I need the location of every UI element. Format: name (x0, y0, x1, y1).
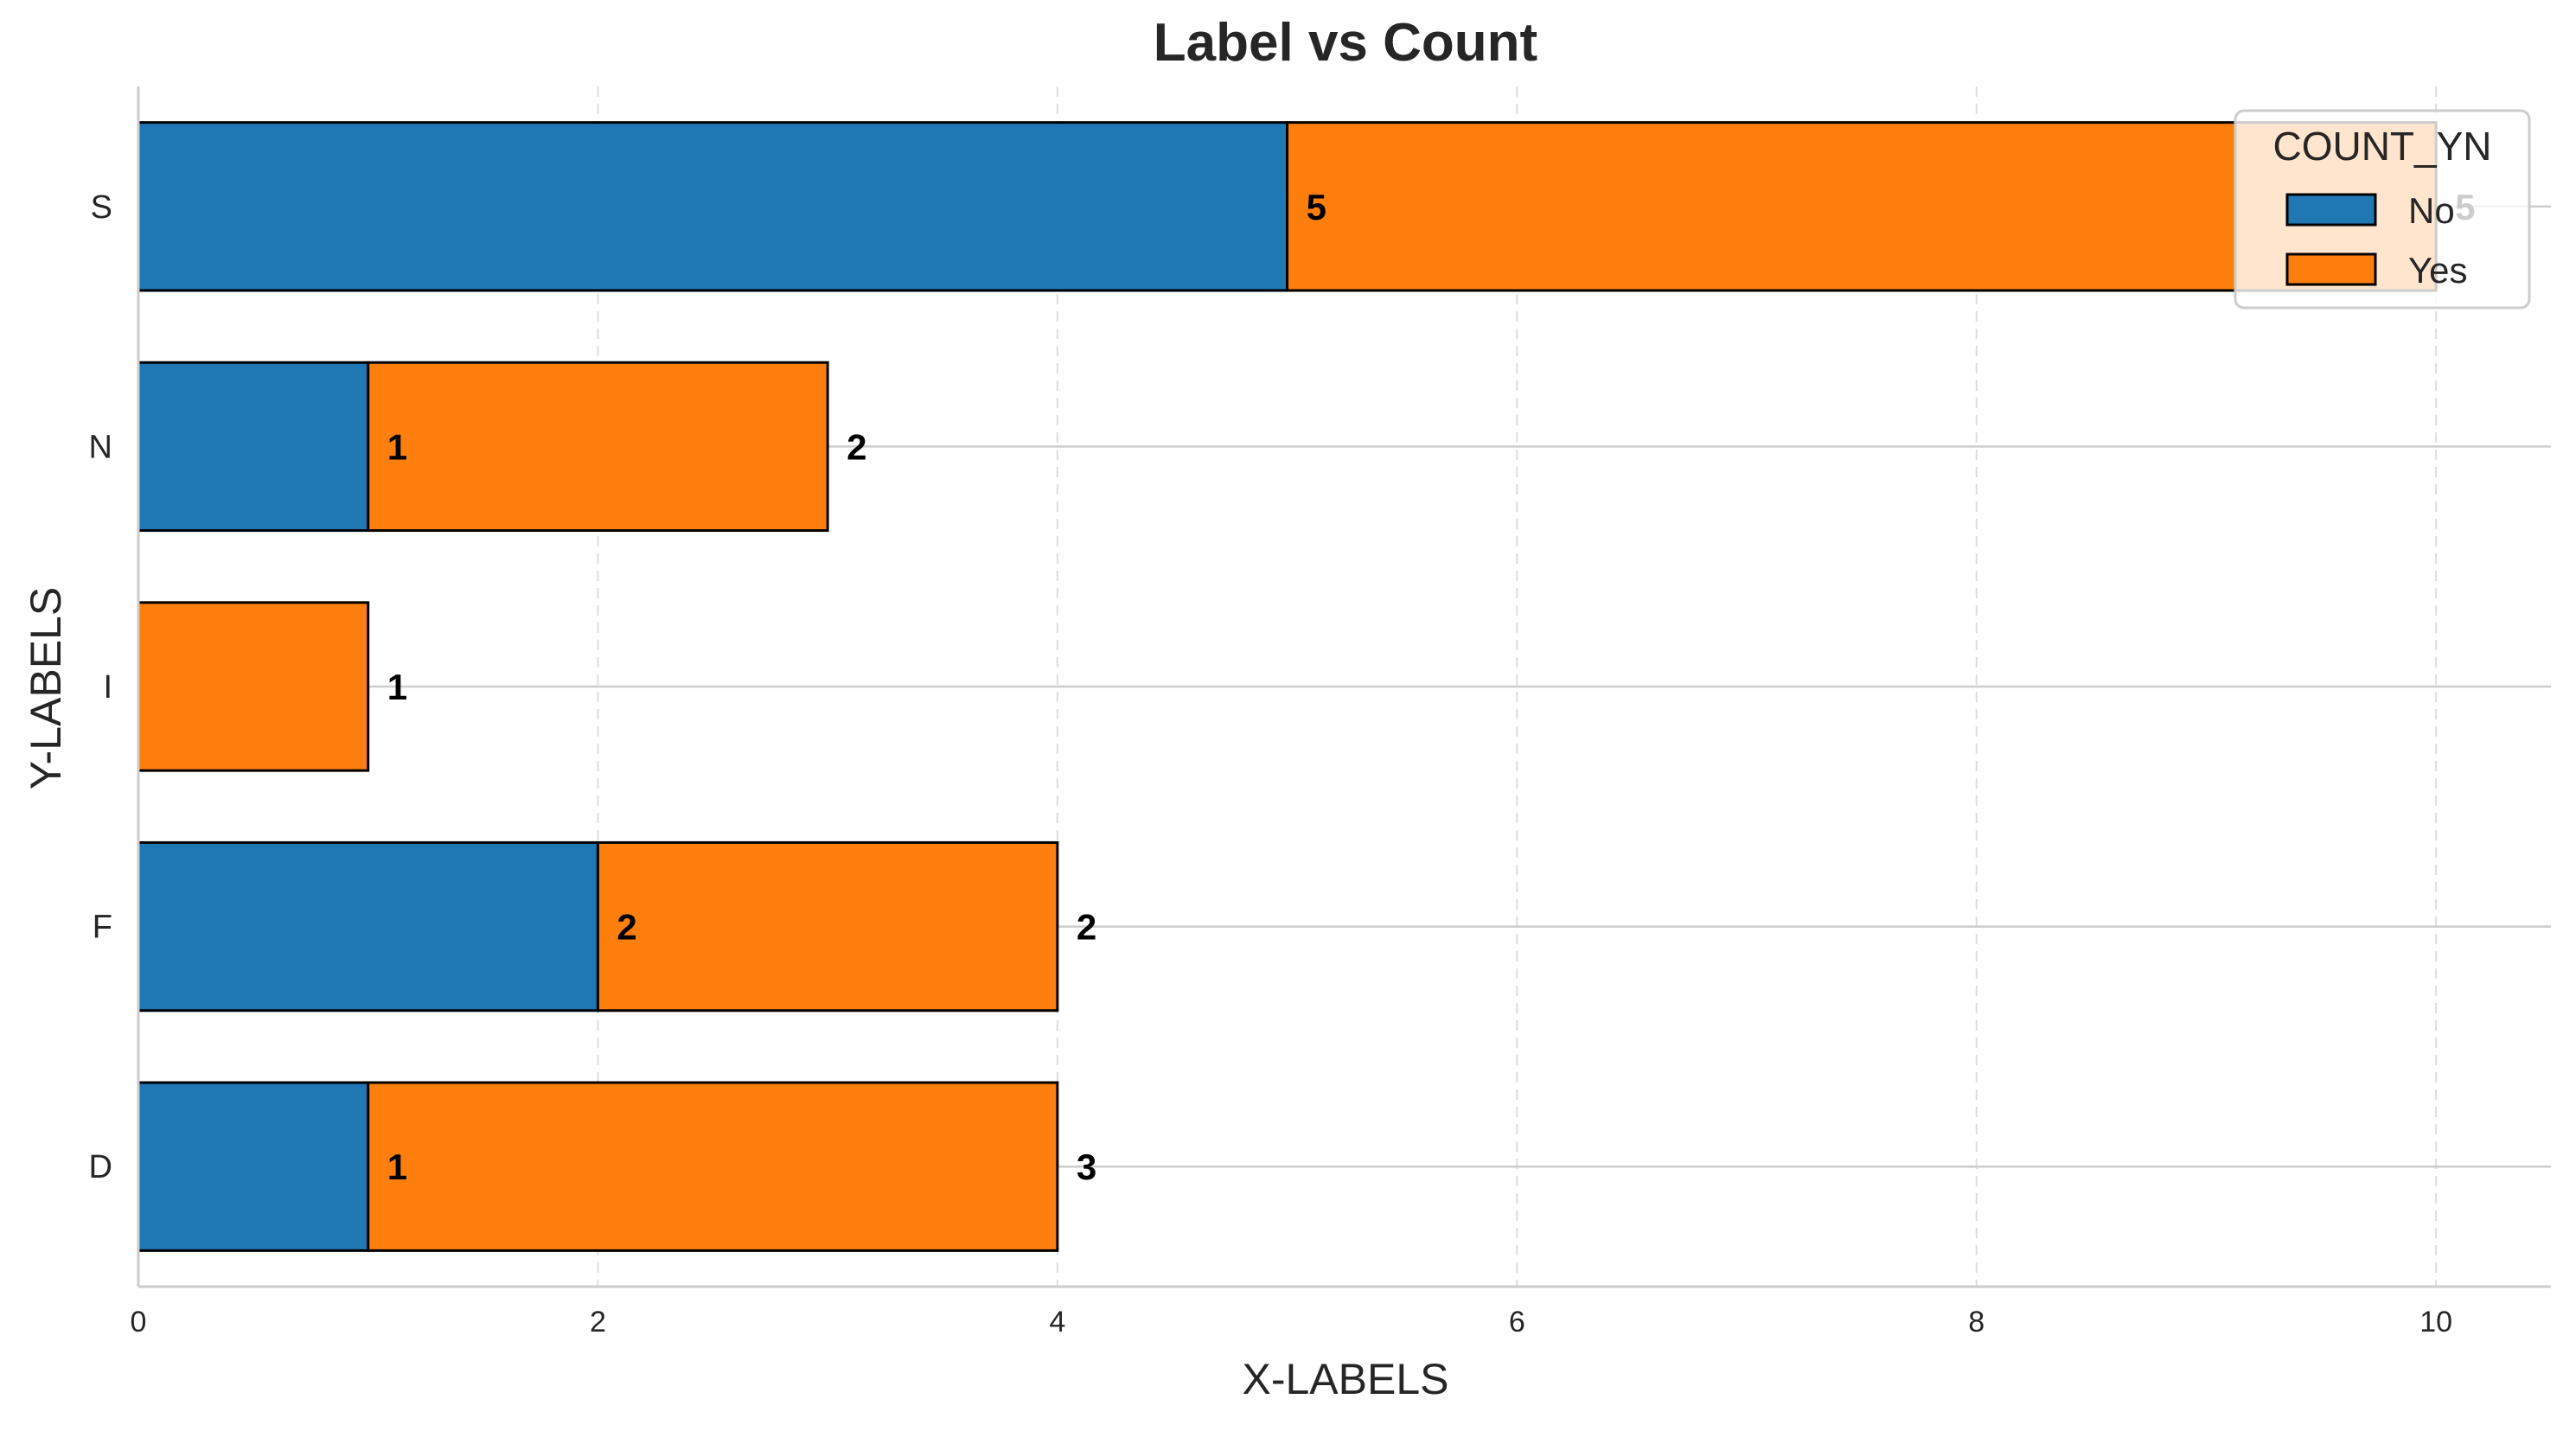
data-label-no: 1 (387, 426, 407, 467)
x-tick-label: 6 (1509, 1306, 1525, 1338)
y-tick-label: F (93, 910, 112, 946)
data-label-yes: 2 (1077, 907, 1096, 948)
x-tick-label: 4 (1049, 1306, 1065, 1338)
bar-yes-d (367, 1081, 1059, 1252)
bar-yes-i (137, 601, 370, 772)
data-label-yes: 2 (847, 426, 866, 467)
legend-label-no: No (2408, 190, 2455, 231)
data-label-yes: 3 (1077, 1147, 1096, 1187)
bar-yes-f (596, 840, 1059, 1013)
legend-label-yes: Yes (2408, 250, 2468, 291)
chart-title: Label vs Count (1154, 13, 1537, 73)
bar-no-s (137, 121, 1289, 292)
y-tick-label: I (103, 669, 112, 706)
legend-swatch-yes (2285, 252, 2377, 286)
x-tick-label: 2 (590, 1306, 606, 1338)
legend-swatch-no (2285, 193, 2377, 227)
legend: COUNT_YN No Yes (2234, 109, 2531, 310)
data-label-no: 1 (387, 1147, 407, 1187)
y-tick-label: D (89, 1149, 112, 1185)
legend-title: COUNT_YN (2272, 124, 2491, 169)
y-tick-label: N (89, 429, 112, 465)
y-tick-label: S (91, 189, 112, 226)
bar-yes-n (367, 361, 829, 533)
x-tick-label: 10 (2419, 1306, 2452, 1338)
x-tick-label: 0 (131, 1306, 147, 1338)
x-axis-label: X-LABELS (1242, 1355, 1448, 1403)
data-label-no: 5 (1307, 187, 1326, 227)
bar-no-d (137, 1081, 370, 1252)
tick-labels: 0 2 4 6 8 10 D F I N S (89, 189, 2453, 1338)
data-label-yes: 1 (387, 667, 407, 707)
data-label-no: 2 (617, 907, 636, 948)
y-axis-label: Y-LABELS (22, 587, 70, 789)
bar-no-n (137, 361, 370, 533)
x-tick-label: 8 (1968, 1306, 1985, 1338)
bar-no-f (137, 840, 599, 1013)
